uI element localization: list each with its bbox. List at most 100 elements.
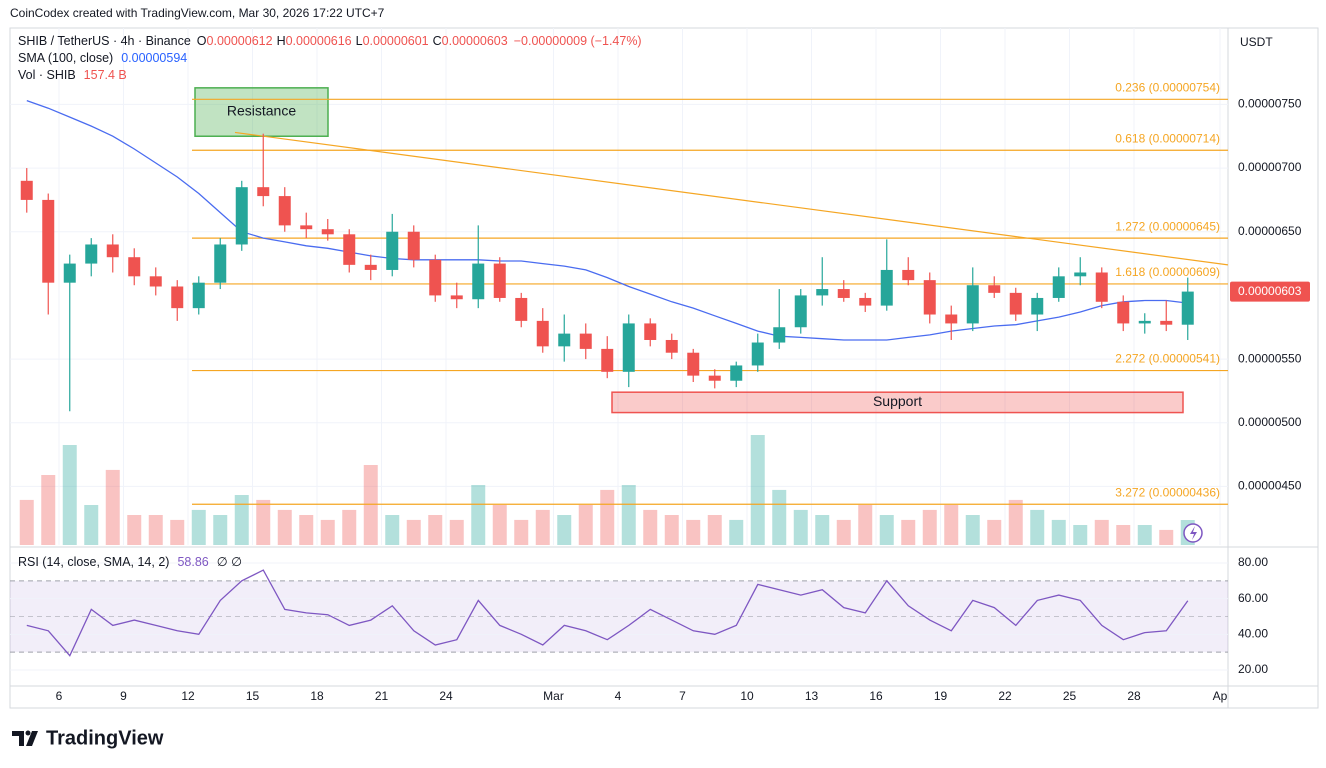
candle-body	[945, 314, 958, 324]
currency-label: USDT	[1240, 35, 1273, 49]
candle-body	[364, 264, 377, 270]
change-value: −0.00000009 (−1.47%)	[514, 34, 642, 48]
x-tick-label: 24	[439, 689, 453, 703]
volume-bar	[664, 515, 679, 545]
x-tick-label: 13	[805, 689, 819, 703]
volume-bar	[363, 465, 378, 545]
candle-body	[687, 352, 700, 376]
y-tick-label: 40.00	[1238, 627, 1268, 641]
volume-bar	[449, 519, 464, 545]
candle-body	[214, 244, 227, 283]
x-tick-label: 19	[934, 689, 948, 703]
y-tick-label: 80.00	[1238, 555, 1268, 569]
y-tick-label: 0.00000450	[1238, 479, 1302, 493]
volume-bar	[879, 515, 894, 545]
candle-body	[20, 180, 33, 200]
candle-body	[794, 295, 807, 328]
candle-body	[171, 286, 184, 309]
candle-body	[63, 263, 76, 283]
y-tick-label: 0.00000550	[1238, 351, 1302, 365]
sma-line	[26, 99, 1188, 341]
volume-bar	[987, 519, 1002, 545]
x-tick-label: 15	[246, 689, 260, 703]
volume-bar	[385, 515, 400, 545]
x-tick-label: 6	[56, 689, 63, 703]
volume-value: 157.4 B	[84, 68, 127, 82]
rsi-line	[26, 569, 1189, 657]
ohlc-key: L	[356, 34, 363, 48]
resistance-zone	[194, 87, 329, 137]
volume-bar	[428, 515, 443, 545]
volume-bar	[729, 519, 744, 545]
x-tick-label: Mar	[543, 689, 564, 703]
volume-bar	[944, 505, 959, 545]
volume-bar	[492, 505, 507, 545]
volume-bar	[41, 475, 56, 545]
candle-body	[343, 234, 356, 265]
candle-body	[472, 263, 485, 300]
volume-bar	[1073, 525, 1088, 545]
support-label: Support	[873, 393, 922, 409]
volume-legend: Vol · SHIB 157.4 B	[18, 68, 127, 82]
fib-label: 1.618 (0.00000609)	[1115, 265, 1220, 279]
ohlc-key: O	[197, 34, 207, 48]
volume-bar	[148, 515, 163, 545]
volume-bar	[1137, 525, 1152, 545]
symbol: SHIB / TetherUS · 4h · Binance	[18, 34, 191, 48]
candle-body	[579, 333, 592, 349]
volume-bar	[1030, 509, 1045, 545]
volume-bar	[578, 505, 593, 545]
volume-bar	[191, 509, 206, 545]
volume-bar	[1008, 499, 1023, 545]
ohlc-value: 0.00000612	[207, 34, 273, 48]
axes: 0.00000750 0.00000700 0.00000650 0.00000550…	[56, 97, 1310, 703]
volume-bar	[772, 489, 787, 545]
volume-bar	[1094, 519, 1109, 545]
ohlc-value: 0.00000601	[363, 34, 429, 48]
x-tick-label: 10	[740, 689, 754, 703]
watermark: CoinCodex created with TradingView.com, …	[10, 6, 385, 20]
volume-bar	[127, 515, 142, 545]
volume-bar	[557, 515, 572, 545]
rsi-value: 58.86	[177, 555, 208, 569]
volume-bar	[234, 495, 249, 545]
sma-name: SMA (100, close)	[18, 51, 113, 65]
rsi-icons: ∅ ∅	[217, 555, 242, 569]
volume-bar	[686, 519, 701, 545]
volume-bar	[277, 509, 292, 545]
candle-body	[85, 244, 98, 264]
candle-body	[515, 297, 528, 321]
candle-body	[622, 323, 635, 372]
volume-bar	[858, 505, 873, 545]
volume-bar	[965, 515, 980, 545]
volume-bar	[1116, 525, 1131, 545]
volume-bar	[750, 435, 765, 545]
volume-bar	[836, 519, 851, 545]
candle-body	[235, 187, 248, 245]
volume-bar	[1159, 529, 1174, 545]
volume-bar	[213, 515, 228, 545]
volume-bar	[406, 519, 421, 545]
candle-body	[149, 276, 162, 287]
fib-label: 0.236 (0.00000754)	[1115, 80, 1220, 94]
price-tag-label: 0.00000603	[1238, 284, 1302, 298]
x-tick-label: 18	[310, 689, 324, 703]
candle-body	[1009, 292, 1022, 315]
candle-body	[450, 295, 463, 300]
candle-body	[816, 289, 829, 296]
candle-body	[708, 375, 721, 381]
volume-bar	[1051, 519, 1066, 545]
x-tick-label: 7	[679, 689, 686, 703]
y-tick-label: 0.00000700	[1238, 160, 1302, 174]
y-tick-label: 0.00000650	[1238, 224, 1302, 238]
volume-bar	[471, 485, 486, 545]
volume-bar	[815, 515, 830, 545]
candle-body	[966, 285, 979, 324]
rsi-legend: RSI (14, close, SMA, 14, 2) 58.86 ∅ ∅	[18, 555, 242, 569]
y-tick-label: 0.00000500	[1238, 415, 1302, 429]
x-tick-label: 16	[869, 689, 883, 703]
candle-body	[257, 187, 270, 197]
volume-bar	[707, 515, 722, 545]
